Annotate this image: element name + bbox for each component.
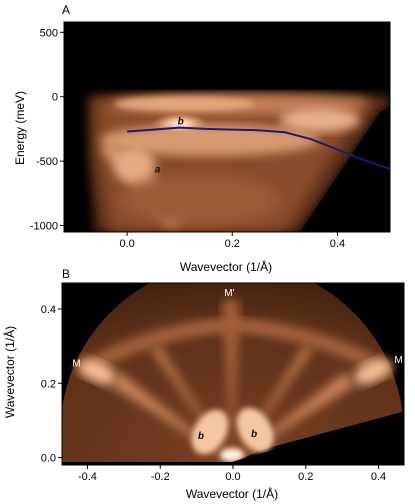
panel-b-y-tick-label: 0.2: [41, 378, 56, 390]
panel-a-intensity-map: [88, 94, 390, 232]
panel-b-axes: -0.4 -0.2 0.0 0.2 0.4 0.0 0.2 0.4: [41, 304, 386, 483]
panel-a-annotations: ba: [155, 116, 184, 175]
panel-a-annotation-band: b: [178, 116, 184, 127]
panel-b-x-tick-label: 0.0: [225, 471, 240, 483]
panel-b: -0.4 -0.2 0.0 0.2 0.4 0.0 0.2 0.4 b b M' M M Waveve…: [2, 282, 405, 501]
panel-a-annotation-band: a: [155, 165, 161, 176]
panel-a-label: A: [62, 3, 70, 17]
panel-b-label: B: [62, 267, 70, 281]
panel-b-ylabel: Wavevector (1/Å): [2, 326, 17, 418]
panel-b-x-tick-label: -0.2: [151, 471, 170, 483]
panel-a-dispersion-line: [127, 126, 390, 170]
panel-a-y-tick-label: -500: [36, 156, 58, 168]
panel-b-annotation-band: b: [251, 429, 257, 440]
panel-a-y-tick-label: -1000: [30, 221, 58, 233]
panel-a-x-tick-label: 0.4: [330, 238, 345, 250]
panel-b-annotation-point: M: [394, 355, 402, 366]
panel-a-xlabel: Wavevector (1/Å): [180, 259, 272, 274]
panel-a-axes: 0.0 0.2 0.4 500 0 -500 -1000: [30, 27, 345, 250]
panel-b-x-tick-label: 0.2: [298, 471, 313, 483]
panel-b-xlabel: Wavevector (1/Å): [186, 486, 278, 501]
panel-b-x-tick-label: -0.4: [78, 471, 97, 483]
panel-a-x-tick-label: 0.2: [225, 238, 240, 250]
panel-b-x-tick-label: 0.4: [371, 471, 386, 483]
panel-b-annotation-band: b: [198, 431, 204, 442]
panel-a-frame: [63, 21, 391, 233]
panel-b-annotation-point: M': [224, 288, 234, 299]
panel-b-intensity-map: [62, 283, 404, 465]
panel-a-ylabel: Energy (meV): [13, 91, 27, 165]
panel-b-annotation-point: M: [72, 359, 80, 370]
panel-a-y-tick-label: 500: [40, 27, 58, 39]
panel-a-y-tick-label: 0: [52, 92, 58, 104]
panel-b-annotations: b b M' M M: [72, 288, 402, 442]
panel-a-x-tick-label: 0.0: [119, 238, 134, 250]
panel-b-y-tick-label: 0.4: [41, 304, 56, 316]
panel-b-y-tick-label: 0.0: [41, 453, 56, 465]
